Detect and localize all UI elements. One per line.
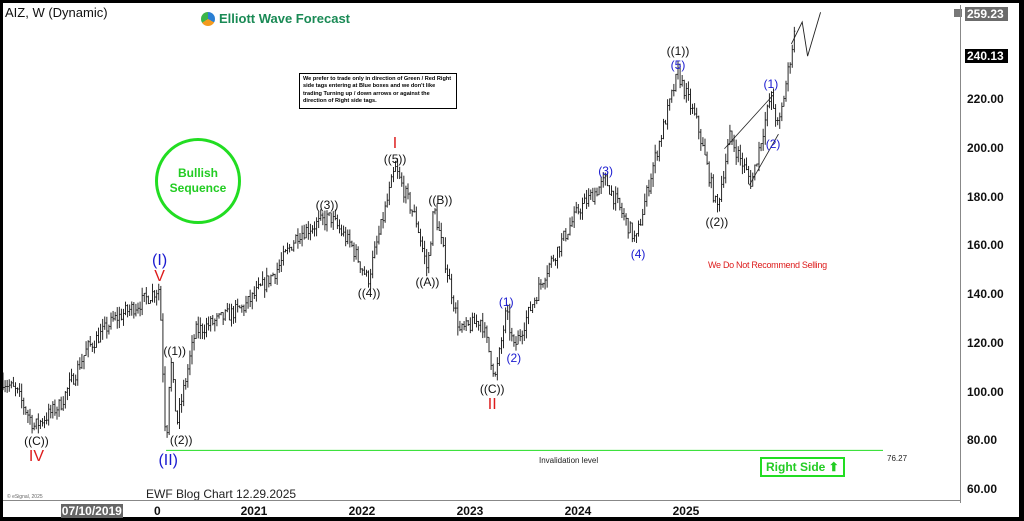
wave-label: V: [154, 267, 165, 285]
wave-label: (4): [630, 246, 646, 261]
x-tick-label: 2021: [240, 504, 268, 518]
y-tick-label: 80.00: [967, 433, 998, 448]
wave-label: ((1)): [666, 44, 690, 59]
price-tag: 259.23: [965, 7, 1008, 21]
right-side-tag: Right Side ⬆: [760, 457, 845, 477]
price-axis[interactable]: 220.00 200.00 180.00 160.00 140.00 120.00 100.…: [960, 5, 1020, 503]
y-tick-label: 120.00: [967, 335, 1004, 350]
y-tick-label: 100.00: [967, 384, 1004, 399]
y-tick-label: 140.00: [967, 287, 1004, 301]
y-tick-label: 180.00: [967, 189, 1004, 204]
wedge-trendline: [724, 94, 774, 150]
projection-path: [790, 12, 821, 57]
brand-name: Elliott Wave Forecast: [219, 11, 350, 26]
wave-label: ((2)): [705, 214, 729, 229]
x-tick-label: 2025: [672, 504, 700, 518]
wedge-trendline: [748, 133, 779, 186]
wave-label: (II): [158, 451, 179, 469]
y-tick-label: 200.00: [967, 140, 1004, 155]
trading-note: We prefer to trade only in direction of …: [299, 73, 457, 109]
wave-label: ((A)): [415, 274, 440, 289]
x-tick-label: 2024: [564, 504, 592, 518]
wave-label: (2): [765, 136, 781, 151]
y-tick-label: 160.00: [967, 238, 1004, 253]
price-tag: 240.13: [965, 49, 1008, 63]
bullish-sequence-badge: Bullish Sequence: [155, 138, 241, 224]
wave-label: ((4)): [357, 285, 381, 300]
wave-label: ((C)): [24, 434, 49, 449]
wave-label: ((1)): [163, 344, 187, 359]
x-tick-label: 2022: [348, 504, 376, 518]
x-tick-label: 2023: [456, 504, 484, 518]
wave-label: ((5)): [383, 151, 407, 166]
invalidation-label: Invalidation level: [539, 456, 599, 465]
y-tick-label: 60.00: [967, 482, 998, 496]
wave-label: ((3)): [315, 197, 339, 212]
arrow-up-icon: ⬆: [828, 460, 839, 474]
symbol-title: AIZ, W (Dynamic): [5, 5, 108, 20]
wave-label: (3): [598, 163, 613, 178]
ewf-logo-icon: [201, 11, 215, 26]
y-tick-label: 220.00: [967, 92, 1004, 106]
x-tick-label: 0: [153, 504, 161, 518]
no-sell-notice: We Do Not Recommend Selling: [708, 260, 827, 270]
x-cursor-date: 07/10/2019: [60, 504, 123, 518]
wave-label: ((B)): [428, 192, 453, 207]
wave-label: (1): [763, 77, 779, 92]
wave-label: (2): [506, 351, 522, 366]
wave-label: (I): [152, 251, 168, 269]
wave-label: (5): [670, 57, 686, 72]
time-axis[interactable]: 07/10/2019 0 2021 2022 2023 2024 2025: [3, 500, 960, 518]
chart-settings-icon[interactable]: [954, 9, 962, 17]
right-side-label: Right Side: [766, 460, 826, 474]
wave-label: ((C)): [479, 381, 505, 396]
wave-label: (1): [498, 295, 514, 310]
wave-label: ((2)): [169, 433, 193, 448]
wave-label: I: [392, 134, 398, 152]
blog-caption: EWF Blog Chart 12.29.2025: [146, 487, 297, 501]
copyright: © eSignal, 2025: [7, 494, 43, 500]
wave-label: II: [487, 395, 497, 413]
chart-window: ((C)) IV (I) V ((1)) ((2)) (II) ((3)) ((4)) I ((5)…: [3, 3, 1020, 518]
invalidation-value: 76.27: [887, 454, 908, 463]
wave-label: IV: [28, 448, 45, 466]
brand-logo: Elliott Wave Forecast: [201, 11, 350, 26]
price-chart[interactable]: [3, 3, 960, 500]
